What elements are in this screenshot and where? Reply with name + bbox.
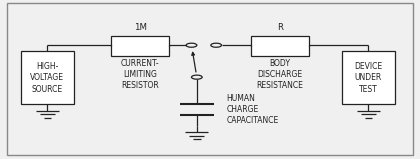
Text: R: R — [277, 23, 283, 32]
Text: 1M: 1M — [134, 23, 147, 32]
Text: DEVICE
UNDER
TEST: DEVICE UNDER TEST — [354, 62, 383, 93]
Text: HIGH-
VOLTAGE
SOURCE: HIGH- VOLTAGE SOURCE — [30, 62, 64, 93]
Text: HUMAN
CHARGE
CAPACITANCE: HUMAN CHARGE CAPACITANCE — [226, 94, 279, 125]
Text: BODY
DISCHARGE
RESISTANCE: BODY DISCHARGE RESISTANCE — [257, 59, 303, 90]
Bar — [251, 36, 309, 56]
Bar — [111, 36, 169, 56]
Bar — [342, 52, 395, 104]
Bar — [21, 52, 74, 104]
Text: CURRENT-
LIMITING
RESISTOR: CURRENT- LIMITING RESISTOR — [121, 59, 159, 90]
